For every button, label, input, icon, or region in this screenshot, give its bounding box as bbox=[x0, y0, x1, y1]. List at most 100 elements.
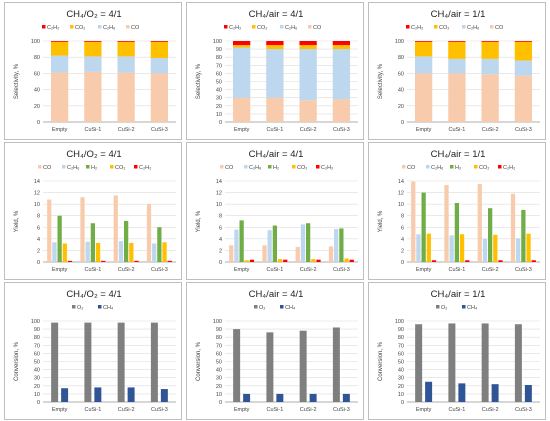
bar-conv-air1-2-0 bbox=[481, 323, 489, 402]
x-tick-label: CuSi-2 bbox=[300, 127, 317, 133]
bar-yield-air4-2-3 bbox=[311, 259, 316, 262]
bar-yield-air1-0-3 bbox=[426, 233, 431, 262]
bar-yield-o2-1-1 bbox=[85, 241, 90, 262]
chart-title: CH₄/air = 1/1 bbox=[431, 149, 486, 160]
legend-swatch bbox=[308, 25, 312, 29]
bar-yield-air4-3-3 bbox=[344, 258, 349, 262]
y-tick-label: 60 bbox=[34, 71, 40, 77]
y-tick-label: 0 bbox=[219, 260, 222, 266]
bar-segment-sel-air1-3-3 bbox=[514, 41, 533, 42]
bar-yield-air4-1-1 bbox=[267, 230, 272, 262]
x-tick-label: Empty bbox=[52, 267, 68, 273]
bar-yield-air4-1-3 bbox=[277, 259, 283, 262]
chart-svg-yield-air1: CH₄/air = 1/1 CO C₂H₆ H₂ CO₂ C₂H₂ 0 2 4 6 8 10 12 14 Y… bbox=[378, 149, 540, 273]
x-tick-label: CuSi-1 bbox=[448, 407, 465, 413]
x-tick-label: Empty bbox=[416, 127, 432, 133]
y-tick-label: 10 bbox=[216, 112, 222, 118]
bar-segment-sel-air1-2-3 bbox=[481, 41, 499, 42]
y-tick-label: 0 bbox=[37, 120, 40, 126]
chart-svg-conv-air4: CH₄/air = 4/1 O₂ CH₄ 0 10 20 30 40 50 60 70 80 90 100… bbox=[196, 289, 358, 413]
bar-segment-sel-air4-2-3 bbox=[299, 41, 317, 46]
bar-yield-o2-2-0 bbox=[113, 195, 118, 262]
chart-panel-yield-air1: CH₄/air = 1/1 CO C₂H₆ H₂ CO₂ C₂H₂ 0 2 4 6 8 10 12 14 Y… bbox=[368, 142, 546, 280]
y-tick-label: 20 bbox=[216, 384, 222, 390]
bar-segment-sel-o2-2-2 bbox=[117, 41, 135, 57]
y-tick-label: 10 bbox=[398, 202, 404, 208]
bar-conv-air4-3-1 bbox=[342, 393, 350, 402]
x-tick-label: CuSi-3 bbox=[515, 407, 532, 413]
legend-swatch bbox=[134, 165, 138, 169]
bar-yield-o2-0-4 bbox=[67, 260, 73, 262]
bar-yield-air1-2-1 bbox=[482, 238, 488, 262]
legend-label: O₂ bbox=[441, 305, 447, 311]
bar-yield-air4-1-2 bbox=[272, 225, 278, 262]
chart-svg-sel-air1: CH₄/air = 1/1 C₂H₂ CO₂ C₂H₆ CO 0 20 40 60 80 100 Se… bbox=[378, 9, 540, 133]
x-tick-label: CuSi-3 bbox=[151, 127, 168, 133]
legend-swatch bbox=[434, 25, 438, 29]
bar-conv-air4-1-0 bbox=[266, 332, 274, 402]
bar-segment-sel-o2-1-0 bbox=[84, 71, 102, 122]
x-tick-label: CuSi-1 bbox=[448, 127, 465, 133]
bar-yield-air4-0-3 bbox=[244, 260, 249, 262]
y-tick-label: 14 bbox=[398, 179, 404, 185]
bar-segment-sel-o2-3-2 bbox=[150, 41, 169, 59]
bar-segment-sel-o2-3-3 bbox=[150, 41, 169, 42]
bar-segment-sel-air4-3-0 bbox=[332, 99, 351, 122]
bar-yield-o2-3-4 bbox=[167, 260, 172, 262]
y-tick-label: 40 bbox=[34, 368, 40, 374]
bar-yield-o2-1-0 bbox=[80, 197, 85, 262]
chart-svg-conv-air1: CH₄/air = 1/1 O₂ CH₄ 0 10 20 30 40 50 60 70 80 90 100… bbox=[378, 289, 540, 413]
bar-yield-air1-3-3 bbox=[526, 233, 531, 262]
bar-segment-sel-o2-0-0 bbox=[50, 72, 69, 122]
y-tick-label: 6 bbox=[37, 225, 40, 231]
legend-label: CO₂ bbox=[439, 25, 449, 31]
x-tick-label: Empty bbox=[416, 267, 432, 273]
x-tick-label: Empty bbox=[234, 267, 250, 273]
bar-conv-air1-3-0 bbox=[514, 324, 522, 402]
y-tick-label: 8 bbox=[37, 214, 40, 220]
y-tick-label: 20 bbox=[398, 384, 404, 390]
chart-title: CH₄/air = 1/1 bbox=[431, 289, 486, 300]
bar-segment-sel-o2-1-1 bbox=[84, 56, 102, 72]
bar-segment-sel-o2-2-0 bbox=[117, 72, 135, 122]
bar-yield-air4-3-4 bbox=[349, 259, 354, 262]
legend-label: CO bbox=[43, 165, 52, 171]
bar-segment-sel-air1-1-0 bbox=[448, 73, 466, 122]
bar-yield-air1-3-1 bbox=[516, 238, 521, 262]
y-tick-label: 20 bbox=[398, 104, 404, 110]
bar-segment-sel-air1-2-1 bbox=[481, 58, 499, 75]
x-tick-label: CuSi-1 bbox=[84, 127, 101, 133]
legend-label: CH₄ bbox=[103, 305, 114, 311]
bar-conv-air1-2-1 bbox=[491, 384, 499, 402]
legend-swatch bbox=[474, 165, 478, 169]
bar-segment-sel-air1-3-1 bbox=[514, 60, 533, 76]
x-tick-label: CuSi-3 bbox=[515, 127, 532, 133]
x-tick-label: CuSi-1 bbox=[266, 127, 283, 133]
legend-label: C₂H₂ bbox=[139, 165, 151, 171]
y-tick-label: 14 bbox=[34, 179, 40, 185]
y-tick-label: 90 bbox=[216, 327, 222, 333]
bar-segment-sel-air1-1-3 bbox=[448, 41, 466, 42]
bar-segment-sel-o2-0-2 bbox=[50, 41, 69, 56]
legend-swatch bbox=[462, 305, 466, 309]
legend-swatch bbox=[126, 25, 130, 29]
bar-conv-o2-2-0 bbox=[117, 322, 125, 402]
bar-yield-air4-0-0 bbox=[229, 245, 234, 262]
legend-label: C₂H₂ bbox=[503, 165, 515, 171]
bar-yield-air4-2-2 bbox=[305, 223, 311, 262]
bar-yield-o2-2-4 bbox=[134, 260, 139, 262]
legend-swatch bbox=[62, 165, 66, 169]
y-tick-label: 4 bbox=[37, 237, 40, 243]
x-tick-label: CuSi-1 bbox=[448, 267, 465, 273]
bar-segment-sel-air4-0-3 bbox=[232, 41, 251, 46]
x-tick-label: CuSi-1 bbox=[266, 267, 283, 273]
bar-segment-sel-air4-3-3 bbox=[332, 41, 351, 46]
bar-yield-o2-3-1 bbox=[152, 243, 157, 262]
bar-yield-air1-0-2 bbox=[421, 192, 426, 262]
y-tick-label: 40 bbox=[398, 88, 404, 94]
bar-segment-sel-air1-3-0 bbox=[514, 75, 533, 122]
bar-yield-o2-0-1 bbox=[52, 242, 57, 262]
chart-panel-sel-o2: CH₄/O₂ = 4/1 C₂H₂ CO₂ C₂H₆ CO 0 20 40 60 80 100 Sel… bbox=[4, 2, 182, 140]
y-tick-label: 90 bbox=[34, 327, 40, 333]
legend-label: CO₂ bbox=[115, 165, 125, 171]
